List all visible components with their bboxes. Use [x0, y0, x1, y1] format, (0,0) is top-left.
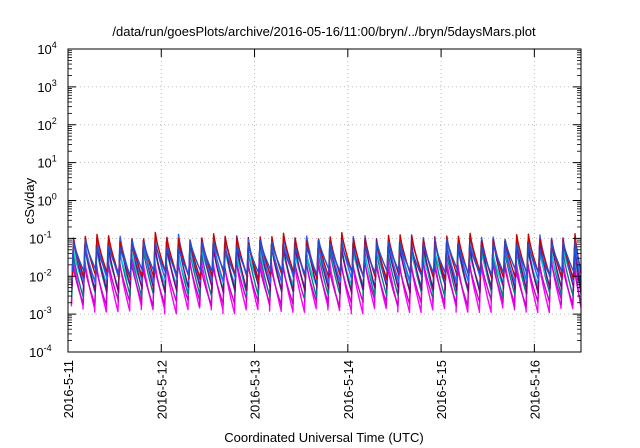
x-tick-label: 2016-5-11	[61, 360, 76, 418]
series-line	[71, 236, 582, 295]
y-tick-exponent: -1	[44, 229, 52, 239]
x-tick-label: 2016-5-12	[154, 360, 169, 419]
y-tick-label: 10-4	[29, 343, 51, 360]
x-axis-label: Coordinated Universal Time (UTC)	[224, 430, 423, 445]
y-tick-exponent: -4	[44, 343, 52, 353]
y-tick-exponent: 3	[52, 78, 57, 88]
x-tick-label: 2016-5-16	[527, 360, 542, 419]
y-tick-label: 103	[37, 78, 56, 95]
series-line	[70, 257, 582, 308]
y-tick-label: 10-1	[29, 229, 51, 246]
y-tick-exponent: 4	[52, 40, 57, 50]
x-tick-label: 2016-5-13	[248, 360, 263, 419]
y-tick-label: 10-3	[29, 305, 51, 322]
series-line	[71, 231, 582, 282]
x-tick-label: 2016-5-14	[341, 360, 356, 419]
y-tick-label: 10-2	[29, 267, 51, 284]
data-series	[70, 231, 582, 315]
y-tick-label: 101	[37, 154, 56, 171]
y-tick-label: 104	[37, 40, 56, 57]
y-axis-label: cSv/day	[22, 177, 37, 224]
x-tick-label: 2016-5-15	[434, 360, 449, 419]
series-line	[71, 238, 582, 279]
y-tick-exponent: -3	[44, 305, 52, 315]
grid	[68, 49, 581, 352]
axes: 10-410-310-210-11001011021031042016-5-11…	[29, 40, 581, 419]
y-tick-exponent: 2	[52, 116, 57, 126]
y-tick-exponent: 1	[52, 154, 57, 164]
y-tick-label: 102	[37, 116, 56, 133]
y-tick-exponent: -2	[44, 267, 52, 277]
y-tick-label: 100	[37, 192, 56, 209]
y-tick-exponent: 0	[52, 192, 57, 202]
chart-title: /data/run/goesPlots/archive/2016-05-16/1…	[112, 24, 536, 39]
